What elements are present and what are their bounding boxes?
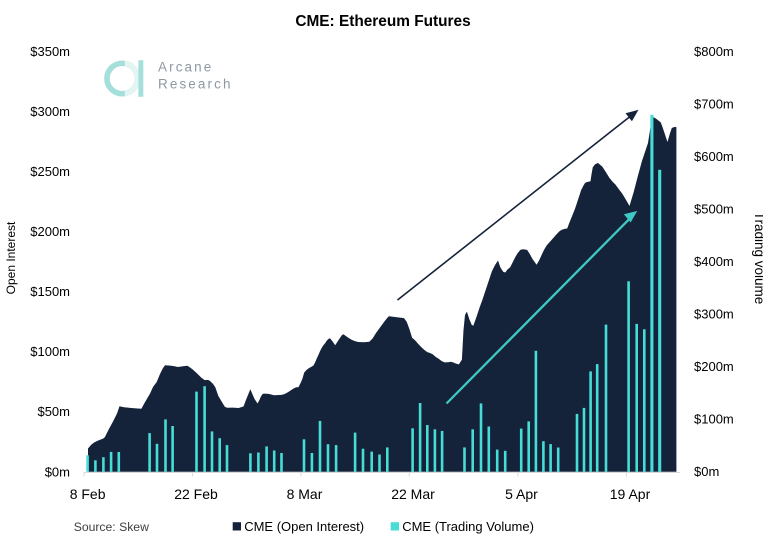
svg-text:$300m: $300m [30,104,70,119]
svg-text:$800m: $800m [694,44,734,59]
svg-text:$0m: $0m [694,464,719,479]
svg-text:$0m: $0m [45,464,70,479]
svg-text:CME (Open Interest): CME (Open Interest) [244,519,364,534]
svg-text:22 Mar: 22 Mar [391,486,435,502]
svg-text:Research: Research [158,77,233,92]
svg-text:$200m: $200m [694,359,734,374]
svg-text:19 Apr: 19 Apr [610,486,651,502]
svg-text:$400m: $400m [694,254,734,269]
svg-text:Open Interest: Open Interest [4,221,18,294]
svg-text:Arcane: Arcane [158,60,213,75]
svg-text:CME (Trading Volume): CME (Trading Volume) [402,519,534,534]
svg-text:$600m: $600m [694,149,734,164]
svg-text:5 Apr: 5 Apr [505,486,538,502]
svg-text:$700m: $700m [694,96,734,111]
svg-text:Trading volume: Trading volume [752,212,763,305]
svg-text:Source: Skew: Source: Skew [74,520,149,534]
svg-text:$200m: $200m [30,224,70,239]
svg-text:$350m: $350m [30,44,70,59]
svg-text:$100m: $100m [30,344,70,359]
svg-text:$50m: $50m [37,404,70,419]
svg-text:$500m: $500m [694,201,734,216]
svg-text:22 Feb: 22 Feb [174,486,218,502]
svg-text:$150m: $150m [30,284,70,299]
svg-text:$100m: $100m [694,412,734,427]
svg-text:$250m: $250m [30,164,70,179]
svg-text:$300m: $300m [694,307,734,322]
svg-text:CME: Ethereum Futures: CME: Ethereum Futures [295,13,470,30]
svg-text:8 Mar: 8 Mar [287,486,323,502]
svg-text:8 Feb: 8 Feb [70,486,106,502]
